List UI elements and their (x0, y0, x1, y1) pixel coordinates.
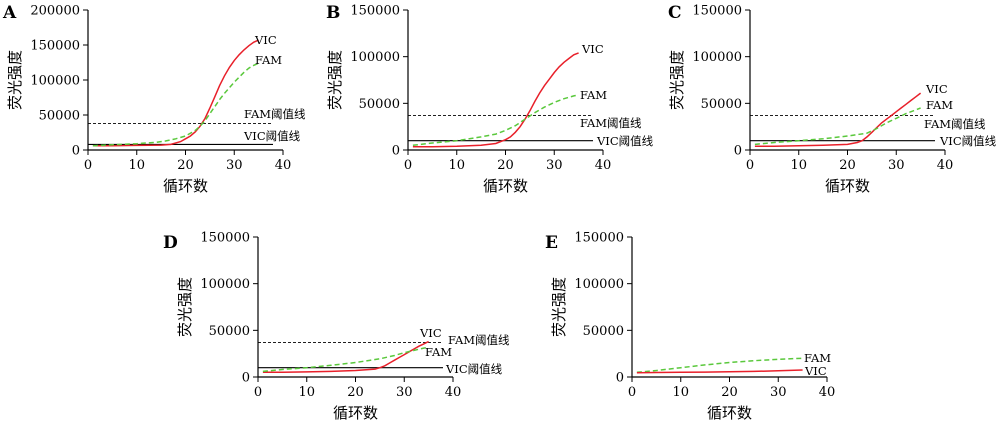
y-axis-title: 荧光强度 (176, 277, 194, 337)
x-tick-label: 30 (226, 158, 243, 173)
y-tick-label: 100000 (350, 50, 400, 65)
panel-letter: C (668, 3, 682, 23)
x-tick-label: 30 (546, 158, 563, 173)
series-label-vic: VIC (925, 82, 948, 96)
x-tick-label: 0 (628, 385, 636, 400)
y-tick-label: 0 (242, 371, 250, 386)
y-axis-title: 荧光强度 (668, 50, 686, 110)
x-axis-title: 循环数 (483, 177, 528, 195)
panel-letter: A (2, 3, 17, 23)
x-tick-label: 10 (448, 158, 465, 173)
threshold-label: VIC阈值线 (939, 134, 997, 148)
panel-B: B 0 50000 100000 150000 0 10 20 30 40 循环数 荧光强度 VIC FA… (326, 3, 654, 195)
series-label-fam: FAM (804, 351, 831, 365)
panel-letter: B (326, 3, 340, 23)
threshold-label: VIC阈值线 (596, 134, 654, 148)
series-label-vic: VIC (254, 33, 277, 47)
series-line-vic (636, 369, 803, 374)
y-tick-label: 50000 (209, 324, 250, 339)
y-tick-label: 100000 (574, 277, 624, 292)
series-label-vic: VIC (581, 42, 604, 56)
x-tick-label: 20 (721, 385, 738, 400)
x-tick-label: 0 (84, 158, 92, 173)
x-tick-label: 20 (177, 158, 194, 173)
y-tick-label: 0 (616, 371, 624, 386)
panel-D: D 0 50000 100000 150000 0 10 20 30 40 循环数 荧光强度 VIC FA… (163, 231, 510, 422)
x-tick-label: 40 (819, 385, 836, 400)
x-tick-label: 10 (672, 385, 689, 400)
threshold-label: VIC阈值线 (243, 129, 301, 143)
y-tick-label: 150000 (200, 231, 250, 246)
y-axis-title: 荧光强度 (326, 50, 344, 110)
y-tick-label: 50000 (583, 324, 624, 339)
x-tick-label: 10 (128, 158, 145, 173)
x-tick-label: 0 (404, 158, 412, 173)
series-line-vic (262, 340, 429, 374)
threshold-label: FAM阈值线 (244, 107, 306, 121)
series-label-fam: FAM (425, 345, 452, 359)
x-tick-label: 20 (347, 385, 364, 400)
y-tick-label: 100000 (30, 74, 80, 89)
y-tick-label: 50000 (359, 97, 400, 112)
threshold-label: FAM阈值线 (924, 117, 986, 131)
series-line-fam (262, 346, 429, 373)
x-axis-title: 循环数 (707, 404, 752, 422)
y-tick-label: 0 (734, 144, 742, 159)
panel-E: E 0 50000 100000 150000 0 10 20 30 40 循环数 荧光强度 FAMVI… (545, 231, 835, 422)
series-label-fam: FAM (926, 98, 953, 112)
panel-A: A 0 50000 100000 150000 200000 0 10 20 30 40 循环数 荧光强… (2, 3, 306, 195)
x-tick-label: 40 (595, 158, 612, 173)
y-tick-label: 100000 (200, 277, 250, 292)
x-tick-label: 30 (770, 385, 787, 400)
y-tick-label: 50000 (39, 109, 80, 124)
series-line-vic (412, 52, 579, 148)
x-axis-title: 循环数 (163, 177, 208, 195)
threshold-label: FAM阈值线 (580, 116, 642, 130)
series-line-fam (92, 62, 259, 147)
y-tick-label: 150000 (692, 4, 742, 19)
x-tick-label: 40 (937, 158, 954, 173)
x-tick-label: 40 (275, 158, 292, 173)
x-tick-label: 10 (790, 158, 807, 173)
y-tick-label: 150000 (350, 4, 400, 19)
x-tick-label: 0 (254, 385, 262, 400)
series-label-fam: FAM (255, 53, 282, 67)
x-axis-title: 循环数 (333, 404, 378, 422)
x-axis-title: 循环数 (825, 177, 870, 195)
y-axis-title: 荧光强度 (6, 50, 24, 110)
y-tick-label: 200000 (30, 4, 80, 19)
series-line-fam (754, 107, 921, 146)
y-tick-label: 150000 (30, 39, 80, 54)
y-tick-label: 0 (392, 144, 400, 159)
x-tick-label: 40 (445, 385, 462, 400)
series-line-fam (636, 357, 803, 374)
y-tick-label: 50000 (701, 97, 742, 112)
series-line-vic (92, 39, 259, 147)
panel-C: C 0 50000 100000 150000 0 10 20 30 40 循环数 荧光强度 VIC FA… (668, 3, 997, 195)
panel-letter: D (163, 233, 178, 253)
x-tick-label: 0 (746, 158, 754, 173)
series-label-vic: VIC (419, 326, 442, 340)
y-axis-title: 荧光强度 (550, 277, 568, 337)
y-tick-label: 100000 (692, 50, 742, 65)
x-tick-label: 10 (298, 385, 315, 400)
x-tick-label: 30 (396, 385, 413, 400)
series-line-vic (754, 92, 922, 148)
x-tick-label: 20 (839, 158, 856, 173)
series-label-fam: FAM (580, 88, 607, 102)
series-line-fam (412, 94, 579, 147)
y-tick-label: 150000 (574, 231, 624, 246)
panel-letter: E (545, 233, 558, 253)
x-tick-label: 20 (497, 158, 514, 173)
threshold-label: VIC阈值线 (445, 362, 503, 376)
x-tick-label: 30 (888, 158, 905, 173)
y-tick-label: 0 (72, 144, 80, 159)
threshold-label: FAM阈值线 (448, 333, 510, 347)
series-label-vic: VIC (804, 364, 827, 378)
